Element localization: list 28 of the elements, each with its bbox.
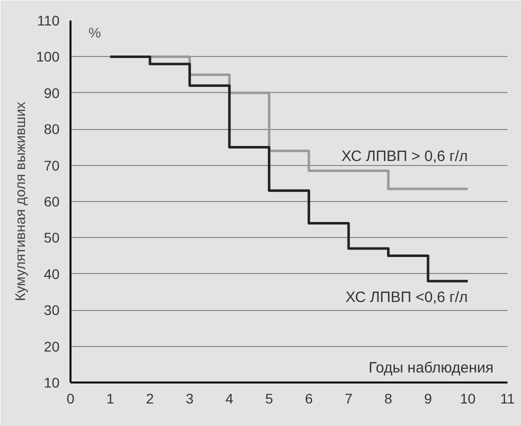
x-tick-label: 9 bbox=[424, 390, 432, 406]
x-axis-title: Годы наблюдения bbox=[368, 360, 494, 376]
y-tick-label: 80 bbox=[44, 121, 60, 138]
y-tick-label: 40 bbox=[44, 266, 60, 282]
x-tick-label: 8 bbox=[384, 390, 392, 406]
y-tick-label: 70 bbox=[44, 157, 60, 174]
y-tick-label: 10 bbox=[44, 374, 60, 390]
y-tick-label: 90 bbox=[44, 84, 60, 101]
y-axis-title: Кумулятивная доля выживших bbox=[12, 102, 28, 302]
y-tick-label: 110 bbox=[37, 12, 60, 28]
x-tick-label: 11 bbox=[500, 390, 515, 406]
y-tick-label: 30 bbox=[44, 302, 60, 318]
x-tick-label: 1 bbox=[106, 390, 114, 406]
annotation: % bbox=[88, 24, 101, 40]
y-tick-label: 20 bbox=[44, 338, 60, 354]
x-tick-label: 3 bbox=[186, 390, 194, 406]
series-label: ХС ЛПВП <0,6 г/л bbox=[346, 289, 468, 306]
x-tick-label: 4 bbox=[226, 390, 234, 406]
y-tick-label: 100 bbox=[36, 48, 60, 65]
x-tick-label: 10 bbox=[460, 390, 476, 406]
x-tick-label: 0 bbox=[66, 390, 75, 406]
x-tick-label: 6 bbox=[304, 390, 313, 406]
x-tick-label: 7 bbox=[344, 390, 353, 406]
y-tick-label: 50 bbox=[44, 230, 60, 246]
y-tick-label: 60 bbox=[44, 194, 60, 210]
x-tick-label: 5 bbox=[265, 390, 274, 406]
series-label: ХС ЛПВП > 0,6 г/л bbox=[341, 148, 468, 165]
x-tick-label: 2 bbox=[146, 390, 154, 406]
